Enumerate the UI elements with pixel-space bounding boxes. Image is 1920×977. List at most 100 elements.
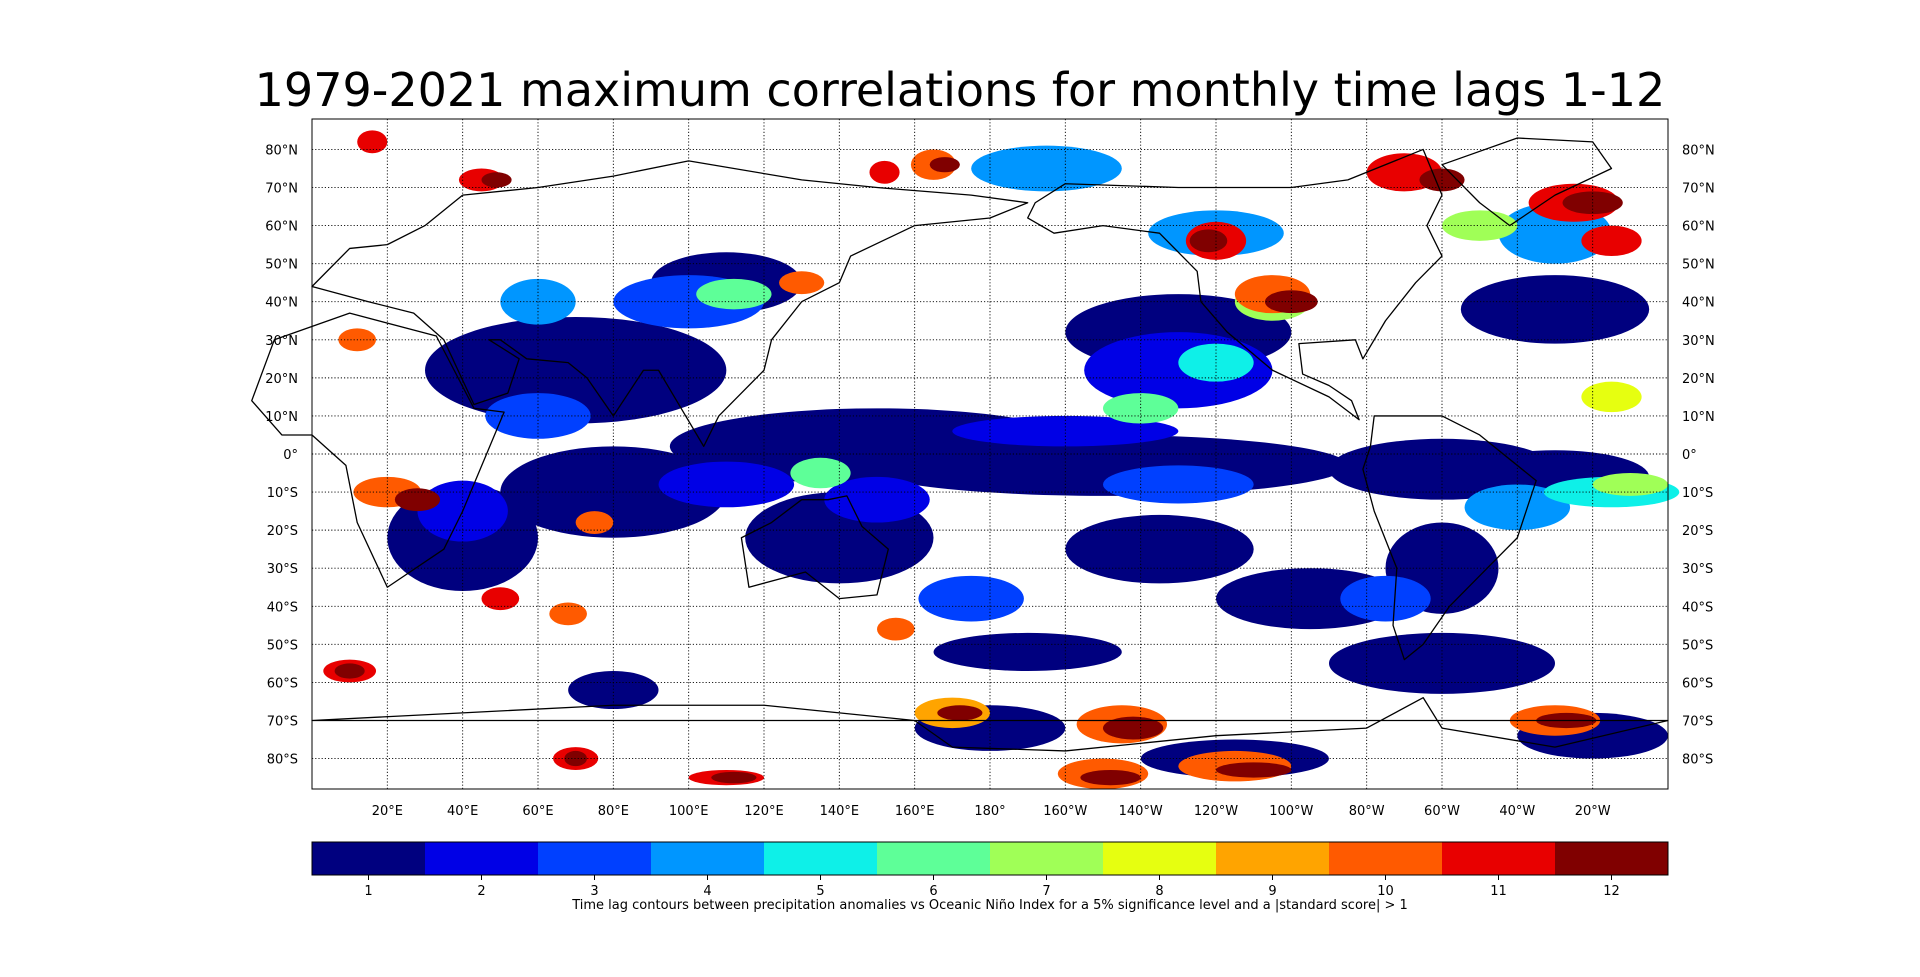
map-frame bbox=[311, 118, 1669, 790]
chart-title: 1979-2021 maximum correlations for month… bbox=[254, 63, 1666, 117]
lon-label: 60°W bbox=[1424, 804, 1460, 819]
colorbar-swatch-12 bbox=[1555, 842, 1669, 875]
lon-label: 160°E bbox=[895, 804, 935, 819]
lon-label: 140°W bbox=[1119, 804, 1163, 819]
lat-label: 30°S bbox=[267, 562, 298, 577]
lat-label: 40°S bbox=[267, 600, 298, 615]
contour-region-lag-12 bbox=[1080, 769, 1141, 786]
lat-label: 30°N bbox=[265, 334, 298, 349]
contour-region-lag-11 bbox=[357, 130, 388, 154]
colorbar-swatch-9 bbox=[1216, 842, 1330, 875]
contour-region-lag-10 bbox=[877, 617, 915, 641]
lat-label: 70°S bbox=[1682, 714, 1713, 729]
lon-label: 40°E bbox=[447, 804, 478, 819]
lon-label: 140°E bbox=[820, 804, 860, 819]
colorbar-swatch-4 bbox=[651, 842, 765, 875]
lon-label: 180° bbox=[974, 804, 1005, 819]
contour-region-lag-1 bbox=[425, 316, 727, 424]
lat-label: 30°N bbox=[1682, 334, 1715, 349]
lat-label: 30°S bbox=[1682, 562, 1713, 577]
contour-region-lag-3 bbox=[1340, 575, 1431, 622]
lon-label: 80°W bbox=[1349, 804, 1385, 819]
lat-label: 80°S bbox=[267, 753, 298, 768]
contour-region-lag-7 bbox=[1442, 210, 1518, 241]
colorbar-swatch-2 bbox=[425, 842, 539, 875]
lat-label: 10°N bbox=[1682, 410, 1715, 425]
contour-region-lag-12 bbox=[1189, 229, 1228, 253]
contour-region-lag-12 bbox=[334, 663, 365, 679]
colorbar-tick-label: 4 bbox=[703, 884, 711, 899]
contour-region-lag-12 bbox=[937, 705, 983, 721]
contour-region-lag-12 bbox=[394, 488, 441, 512]
lat-label: 50°S bbox=[267, 638, 298, 653]
lat-label: 20°N bbox=[1682, 372, 1715, 387]
lat-label: 70°N bbox=[1682, 182, 1715, 197]
lat-label: 0° bbox=[1682, 448, 1697, 463]
lon-label: 160°W bbox=[1043, 804, 1087, 819]
lat-label: 50°N bbox=[1682, 258, 1715, 273]
contour-region-lag-12 bbox=[564, 750, 587, 767]
coastlines bbox=[251, 137, 1669, 752]
contour-region-lag-2 bbox=[658, 461, 795, 508]
lon-label: 100°W bbox=[1269, 804, 1313, 819]
contour-region-lag-1 bbox=[1460, 275, 1650, 344]
lat-label: 60°S bbox=[267, 676, 298, 691]
lat-label: 20°S bbox=[267, 524, 298, 539]
colorbar-tick-label: 9 bbox=[1268, 884, 1276, 899]
colorbar-tick-label: 1 bbox=[364, 884, 372, 899]
colorbar bbox=[311, 841, 1669, 876]
colorbar-tick-label: 5 bbox=[816, 884, 824, 899]
colorbar-tick-label: 7 bbox=[1042, 884, 1050, 899]
lat-label: 70°S bbox=[267, 714, 298, 729]
lat-label: 50°N bbox=[265, 258, 298, 273]
contour-region-lag-10 bbox=[575, 511, 614, 534]
lon-label: 120°W bbox=[1194, 804, 1238, 819]
colorbar-ticks: 1 2 3 4 5 6 7 8 9 10 11 12 bbox=[364, 875, 1620, 899]
colorbar-label: Time lag contours between precipitation … bbox=[572, 898, 1408, 913]
lon-label: 20°W bbox=[1575, 804, 1611, 819]
colorbar-tick-label: 8 bbox=[1155, 884, 1163, 899]
lat-label: 40°S bbox=[1682, 600, 1713, 615]
lat-label: 20°N bbox=[265, 372, 298, 387]
colorbar-tick-label: 3 bbox=[590, 884, 598, 899]
lat-label: 10°S bbox=[267, 486, 298, 501]
contour-region-lag-3 bbox=[485, 393, 591, 439]
coastline-5 bbox=[1441, 137, 1613, 227]
contour-region-lag-3 bbox=[918, 575, 1024, 622]
colorbar-swatch-6 bbox=[877, 842, 991, 875]
contour-fields bbox=[323, 130, 1680, 789]
contour-region-lag-8 bbox=[1581, 381, 1642, 413]
graticule bbox=[312, 119, 1668, 789]
contour-region-lag-4 bbox=[971, 145, 1122, 192]
lat-label: 80°S bbox=[1682, 753, 1713, 768]
colorbar-swatch-1 bbox=[312, 842, 426, 875]
contour-region-lag-12 bbox=[711, 771, 757, 784]
lat-label: 40°N bbox=[265, 296, 298, 311]
colorbar-swatch-11 bbox=[1442, 842, 1556, 875]
lon-label: 40°W bbox=[1499, 804, 1535, 819]
colorbar-swatch-10 bbox=[1329, 842, 1443, 875]
contour-region-lag-1 bbox=[1065, 514, 1254, 584]
colorbar-tick-label: 6 bbox=[929, 884, 937, 899]
contour-region-lag-12 bbox=[1103, 716, 1164, 740]
contour-region-lag-10 bbox=[549, 602, 587, 626]
colorbar-swatch-3 bbox=[538, 842, 652, 875]
lat-labels-left: 80°N 70°N 60°N 50°N 40°N 30°N 20°N 10°N 0° 10°S 20… bbox=[265, 143, 298, 767]
colorbar-tick-label: 10 bbox=[1377, 884, 1394, 899]
lat-label: 10°N bbox=[265, 410, 298, 425]
coastline-0 bbox=[251, 312, 505, 588]
lon-label: 80°E bbox=[598, 804, 629, 819]
colorbar-swatch-7 bbox=[990, 842, 1104, 875]
contour-region-lag-11 bbox=[869, 160, 900, 184]
lat-labels-right: 80°N 70°N 60°N 50°N 40°N 30°N 20°N 10°N 0° 10°S 20… bbox=[1682, 143, 1715, 767]
contour-region-lag-6 bbox=[790, 457, 851, 489]
lat-label: 50°S bbox=[1682, 638, 1713, 653]
contour-region-lag-3 bbox=[1103, 465, 1254, 504]
contour-region-lag-12 bbox=[1216, 762, 1292, 778]
colorbar-swatch-8 bbox=[1103, 842, 1217, 875]
lat-label: 20°S bbox=[1682, 524, 1713, 539]
lon-labels: 20°E 40°E 60°E 80°E 100°E 120°E 140°E 160°E 180°… bbox=[372, 804, 1611, 819]
contour-region-lag-2 bbox=[952, 415, 1179, 447]
lon-label: 100°E bbox=[669, 804, 709, 819]
